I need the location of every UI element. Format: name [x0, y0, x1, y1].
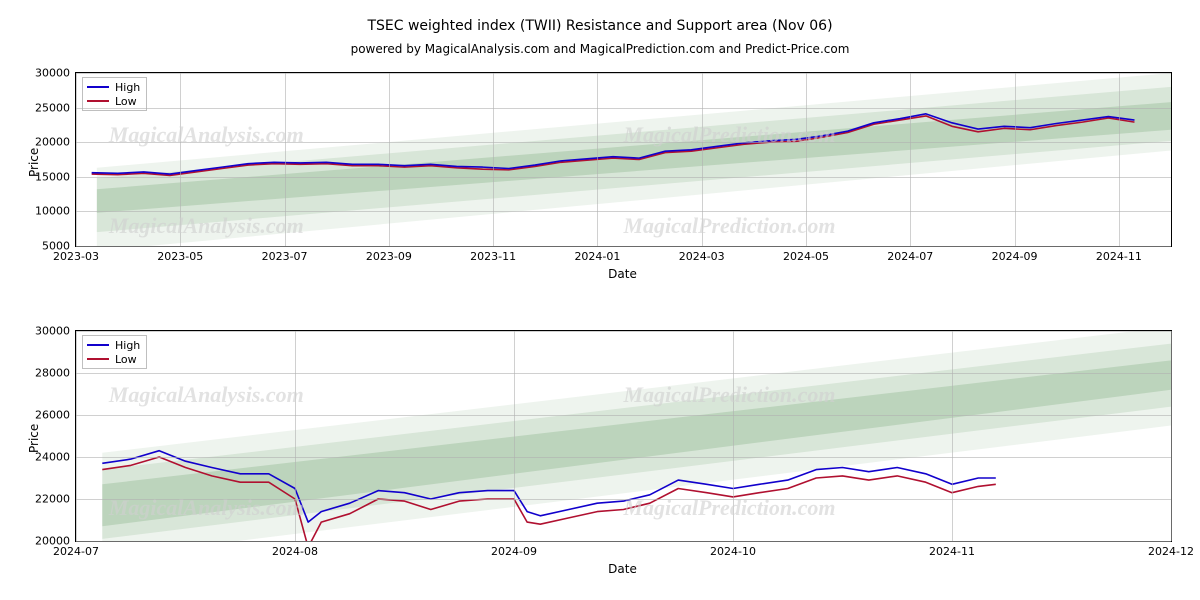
bottom-chart-plot — [76, 331, 1171, 541]
top-chart-panel: High Low 5000100001500020000250003000020… — [75, 72, 1172, 247]
legend-label-high: High — [115, 81, 140, 94]
x-tick-label: 2024-10 — [710, 541, 756, 558]
legend-item-high: High — [87, 80, 140, 94]
x-tick-label: 2023-09 — [366, 246, 412, 263]
x-tick-label: 2023-07 — [262, 246, 308, 263]
y-tick-label: 28000 — [35, 367, 76, 380]
y-tick-label: 30000 — [35, 325, 76, 338]
x-tick-label: 2024-07 — [53, 541, 99, 558]
x-tick-label: 2023-11 — [470, 246, 516, 263]
legend-label-high: High — [115, 339, 140, 352]
x-tick-label: 2024-05 — [783, 246, 829, 263]
x-tick-label: 2023-05 — [157, 246, 203, 263]
top-chart-ylabel: Price — [27, 147, 41, 176]
y-tick-label: 30000 — [35, 67, 76, 80]
bottom-chart-panel: High Low 2000022000240002600028000300002… — [75, 330, 1172, 542]
top-chart-plot — [76, 73, 1171, 246]
x-tick-label: 2024-09 — [491, 541, 537, 558]
x-tick-label: 2024-11 — [929, 541, 975, 558]
bottom-chart-xlabel: Date — [75, 562, 1170, 576]
bottom-chart-legend: High Low — [82, 335, 147, 369]
x-tick-label: 2024-08 — [272, 541, 318, 558]
legend-line-high — [87, 86, 109, 88]
legend-item-low: Low — [87, 94, 140, 108]
x-tick-label: 2024-03 — [679, 246, 725, 263]
x-tick-label: 2024-12 — [1148, 541, 1194, 558]
legend-line-high — [87, 344, 109, 346]
x-tick-label: 2024-01 — [574, 246, 620, 263]
y-tick-label: 22000 — [35, 493, 76, 506]
x-tick-label: 2024-07 — [887, 246, 933, 263]
y-tick-label: 24000 — [35, 451, 76, 464]
x-tick-label: 2024-11 — [1096, 246, 1142, 263]
chart-subtitle: powered by MagicalAnalysis.com and Magic… — [0, 42, 1200, 56]
legend-label-low: Low — [115, 95, 137, 108]
top-chart-legend: High Low — [82, 77, 147, 111]
bottom-chart-ylabel: Price — [27, 424, 41, 453]
legend-label-low: Low — [115, 353, 137, 366]
y-tick-label: 10000 — [35, 205, 76, 218]
x-tick-label: 2024-09 — [992, 246, 1038, 263]
chart-page: TSEC weighted index (TWII) Resistance an… — [0, 0, 1200, 600]
y-tick-label: 20000 — [35, 136, 76, 149]
legend-line-low — [87, 100, 109, 102]
x-tick-label: 2023-03 — [53, 246, 99, 263]
top-chart-xlabel: Date — [75, 267, 1170, 281]
legend-item-low: Low — [87, 352, 140, 366]
legend-line-low — [87, 358, 109, 360]
chart-title: TSEC weighted index (TWII) Resistance an… — [0, 18, 1200, 34]
y-tick-label: 25000 — [35, 101, 76, 114]
legend-item-high: High — [87, 338, 140, 352]
y-tick-label: 26000 — [35, 409, 76, 422]
y-tick-label: 15000 — [35, 170, 76, 183]
